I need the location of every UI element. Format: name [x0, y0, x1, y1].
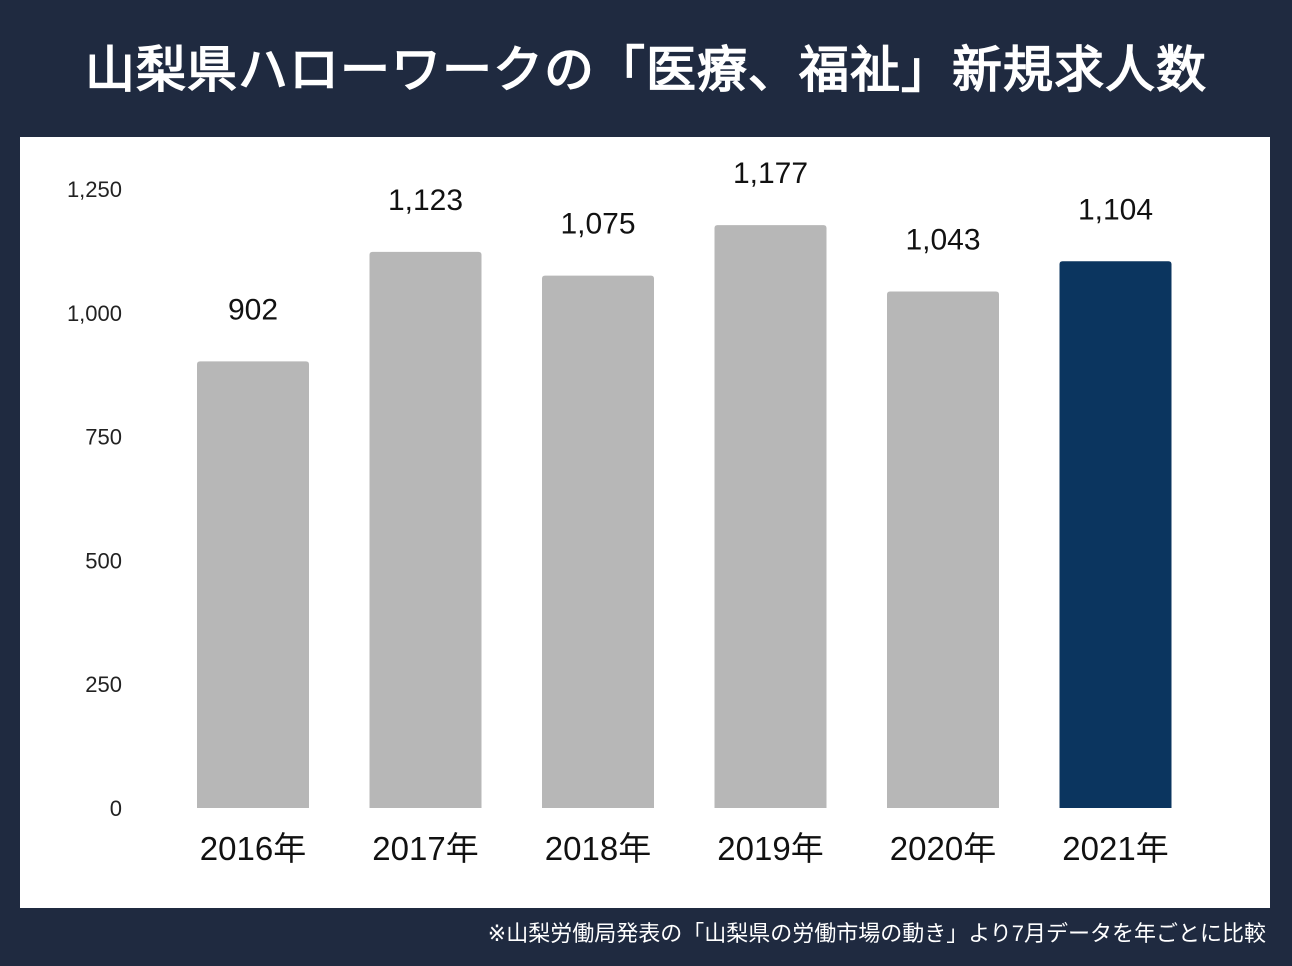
x-tick-label: 2021年 — [1062, 830, 1168, 867]
x-tick-label: 2019年 — [717, 830, 823, 867]
bar — [1059, 261, 1172, 808]
x-tick-label: 2020年 — [890, 830, 996, 867]
x-tick-label: 2018年 — [545, 830, 651, 867]
x-tick-label: 2017年 — [372, 830, 478, 867]
y-tick-label: 500 — [85, 548, 122, 573]
data-label: 1,177 — [733, 157, 808, 190]
y-tick-label: 0 — [110, 796, 122, 821]
y-tick-label: 1,000 — [67, 301, 122, 326]
x-tick-label: 2016年 — [200, 830, 306, 867]
y-tick-label: 250 — [85, 672, 122, 697]
y-tick-label: 1,250 — [67, 177, 122, 202]
bar — [542, 275, 654, 808]
bar — [714, 225, 827, 808]
data-label: 1,075 — [560, 208, 635, 241]
data-label: 902 — [228, 293, 278, 326]
chart-title: 山梨県ハローワークの「医療、福祉」新規求人数 — [85, 42, 1207, 98]
bar — [369, 251, 482, 809]
data-label: 1,123 — [388, 184, 463, 217]
chart-panel: 0 250 500 750 1,000 1,250 902 2016年 1,123 2017年 1,… — [20, 137, 1270, 908]
y-tick-label: 750 — [85, 425, 122, 450]
data-label: 1,043 — [905, 224, 980, 257]
bar — [197, 361, 309, 808]
bar-chart: 0 250 500 750 1,000 1,250 902 2016年 1,123 2017年 1,… — [67, 157, 1172, 867]
data-label: 1,104 — [1078, 193, 1153, 226]
source-note: ※山梨労働局発表の「山梨県の労働市場の動き」より7月データを年ごとに比較 — [487, 921, 1266, 946]
bar — [887, 291, 999, 808]
